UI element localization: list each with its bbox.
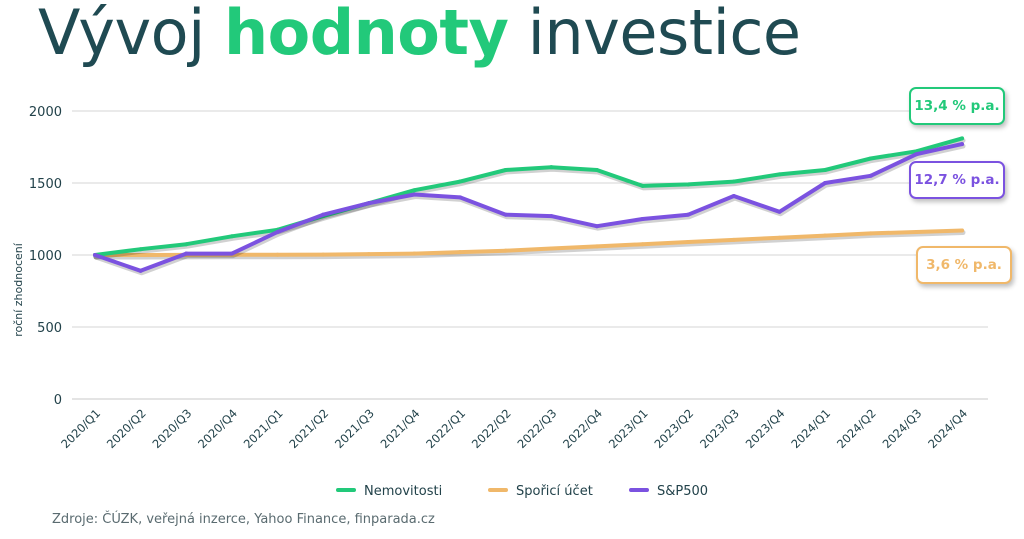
data-point	[960, 136, 964, 141]
data-point	[594, 168, 599, 173]
x-tick-label: 2023/Q2	[651, 406, 696, 451]
y-tick-label: 1000	[29, 249, 62, 264]
data-point	[777, 235, 782, 240]
page-title: Vývoj hodnoty investice	[38, 0, 801, 69]
data-point	[229, 251, 234, 256]
x-tick-label: 2023/Q4	[743, 406, 788, 451]
data-point	[686, 182, 691, 187]
series-shadow	[93, 230, 966, 260]
x-axis-ticks: 2020/Q1 2020/Q2 2020/Q3 2020/Q4 2021/Q1 2021/…	[58, 406, 970, 451]
x-tick-label: 2021/Q1	[241, 406, 286, 451]
data-point	[275, 229, 280, 234]
data-point	[321, 212, 326, 217]
series-line-1	[93, 228, 964, 257]
data-point	[458, 250, 463, 255]
data-point	[777, 209, 782, 214]
data-point	[914, 229, 919, 234]
data-point	[366, 252, 371, 257]
chart-series	[93, 136, 966, 276]
x-tick-label: 2020/Q4	[195, 406, 240, 451]
data-point	[731, 193, 736, 198]
data-point	[731, 237, 736, 242]
legend-label: S&P500	[657, 484, 708, 499]
data-point	[412, 251, 417, 256]
data-point	[138, 268, 143, 273]
data-point	[823, 233, 828, 238]
data-point	[823, 181, 828, 185]
data-point	[93, 253, 97, 257]
data-point	[640, 183, 645, 188]
data-point	[503, 248, 508, 253]
y-tick-label: 1500	[29, 177, 62, 192]
x-tick-label: 2020/Q2	[104, 406, 149, 451]
x-tick-label: 2020/Q3	[149, 406, 194, 451]
data-point	[503, 212, 508, 217]
data-point	[777, 172, 782, 177]
data-point	[594, 244, 599, 249]
x-tick-label: 2024/Q3	[880, 406, 925, 451]
x-tick-label: 2024/Q2	[834, 406, 879, 451]
data-point	[549, 214, 554, 219]
data-point	[731, 179, 736, 184]
y-axis-ticks: 0 500 1000 1500 2000	[29, 105, 62, 408]
data-point	[868, 156, 873, 161]
data-point	[549, 246, 554, 251]
data-point	[640, 242, 645, 247]
legend-label: Spořicí účet	[516, 484, 593, 499]
data-point	[868, 231, 873, 236]
data-point	[686, 240, 691, 245]
x-tick-label: 2024/Q1	[788, 406, 833, 451]
y-tick-label: 0	[54, 393, 62, 408]
data-point	[366, 201, 371, 206]
y-tick-label: 2000	[29, 105, 62, 120]
x-tick-label: 2022/Q2	[469, 406, 514, 451]
data-point	[321, 252, 326, 257]
title-part3: investice	[527, 0, 801, 69]
data-point	[868, 173, 873, 178]
data-point	[549, 165, 554, 170]
x-tick-label: 2022/Q1	[423, 406, 468, 451]
title-part2: hodnoty	[224, 0, 509, 69]
data-point	[412, 192, 417, 197]
data-point	[138, 247, 143, 252]
title-part1: Vývoj	[38, 0, 205, 69]
x-tick-label: 2021/Q4	[378, 406, 423, 451]
data-point	[823, 168, 828, 173]
x-tick-label: 2023/Q1	[606, 406, 651, 451]
data-point	[138, 253, 143, 257]
series-line-0	[93, 136, 964, 257]
badge-nemovitosti: 13,4 % p.a.	[909, 87, 1005, 125]
source-note: Zdroje: ČÚZK, veřejná inzerce, Yahoo Fin…	[52, 512, 435, 527]
data-point	[686, 212, 691, 217]
x-tick-label: 2020/Q1	[58, 406, 103, 451]
x-tick-label: 2023/Q3	[697, 406, 742, 451]
x-tick-label: 2024/Q4	[925, 406, 970, 451]
x-tick-label: 2021/Q3	[332, 406, 377, 451]
badge-sp500: 12,7 % p.a.	[909, 161, 1005, 199]
data-point	[594, 224, 599, 229]
data-point	[960, 228, 964, 233]
data-point	[275, 252, 280, 257]
y-tick-label: 500	[37, 321, 62, 336]
x-tick-label: 2021/Q2	[286, 406, 331, 451]
data-point	[458, 179, 463, 184]
legend-label: Nemovitosti	[364, 484, 442, 499]
x-tick-label: 2022/Q3	[515, 406, 560, 451]
data-point	[229, 234, 234, 239]
data-point	[412, 188, 417, 193]
data-point	[914, 152, 919, 157]
data-point	[960, 142, 964, 147]
badge-sporici-ucet: 3,6 % p.a.	[916, 246, 1012, 284]
data-point	[184, 242, 189, 247]
data-point	[640, 217, 645, 221]
x-tick-label: 2022/Q4	[560, 406, 605, 451]
y-axis-label: roční zhodnocení	[12, 242, 25, 337]
data-point	[184, 251, 189, 256]
data-point	[458, 195, 463, 200]
chart-legend: Nemovitosti Spořicí účet S&P500	[336, 484, 708, 499]
series-shadow	[93, 137, 966, 260]
series-line-2	[93, 142, 964, 273]
data-point	[503, 168, 508, 173]
